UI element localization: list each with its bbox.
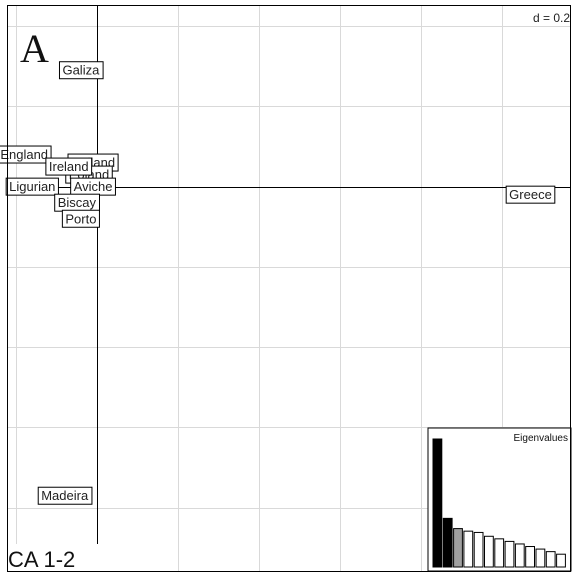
eigenvalue-bar [494,538,505,568]
point-label-text: Ireland [49,159,89,174]
eigenvalue-inset: Eigenvalues [427,427,572,572]
scale-label: d = 0.2 [533,11,570,25]
axes-label-bg [4,544,114,575]
point-label-galiza: Galiza [58,61,104,80]
point-label-box [58,61,104,80]
eigenvalue-bar [453,528,463,568]
eigenvalue-bar [535,548,546,568]
eigenvalue-bar [442,517,453,568]
eigenvalue-bars [432,438,566,568]
eigenvalue-bar [463,530,474,568]
eigenvalue-bar [514,543,525,568]
point-labels: GalizaEnglandHollandPolandIrelandLiguria… [0,61,556,505]
point-label-box [45,157,93,176]
plot-frame [7,5,571,572]
point-label-greece: Greece [505,185,556,204]
point-label-box [61,209,100,228]
point-label-text: Biscay [58,195,97,210]
point-label-text: Porto [65,211,96,226]
point-label-box [37,486,93,505]
eigenvalue-bar [525,546,536,568]
eigenvalue-bar [473,531,484,568]
point-label-ireland: Ireland [45,157,93,176]
axes-label: CA 1-2 [8,547,75,572]
scale-label-bg [522,10,572,26]
point-label-text: Galiza [62,63,100,78]
point-label-ligurian: Ligurian [5,177,59,196]
point-label-biscay: Biscay [54,193,100,212]
point-label-porto: Porto [61,209,100,228]
point-label-madeira: Madeira [37,486,93,505]
point-label-england: England [0,145,52,164]
point-label-aviche: Aviche [70,177,116,196]
panel-letter: A [20,26,49,71]
eigenvalue-bar [484,535,494,568]
eigenvalue-bar [545,551,556,568]
eigenvalue-bar [556,553,566,568]
eigenvalue-bar [504,540,515,568]
point-label-text: Madeira [41,488,89,503]
point-label-text: Ligurian [9,179,55,194]
point-label-text: Aviche [74,179,113,194]
eigenvalue-bar [432,438,443,568]
point-label-text: Greece [509,187,552,202]
eigenvalue-title: Eigenvalues [514,433,568,444]
point-label-box [0,145,52,164]
point-label-box [505,185,556,204]
point-label-box [5,177,59,196]
point-label-text: England [0,147,48,162]
